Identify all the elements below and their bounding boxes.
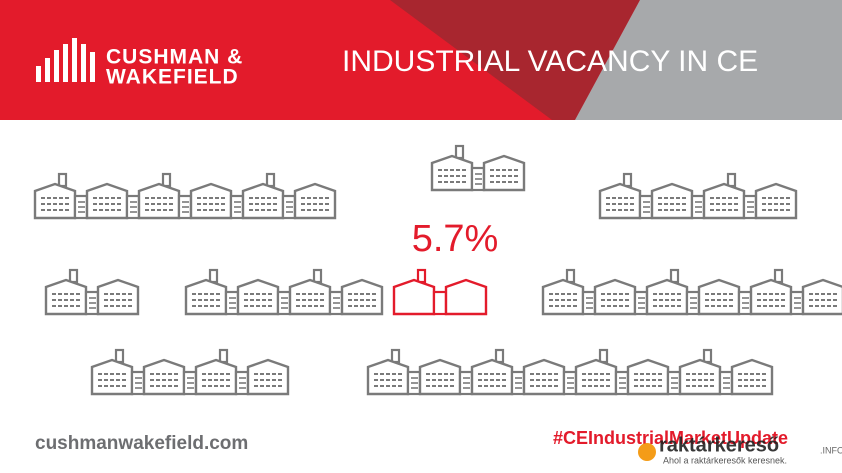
watermark-icon — [638, 443, 656, 461]
factory-part — [470, 358, 514, 396]
factory-icons — [33, 144, 842, 396]
factory-part — [85, 182, 129, 220]
factory-part — [801, 278, 842, 316]
factory-part — [702, 182, 746, 220]
factory-part — [208, 268, 219, 284]
factory-part — [114, 348, 125, 364]
factory-part — [44, 278, 88, 316]
logo-text: WAKEFIELD — [106, 66, 239, 89]
factory-part — [418, 358, 462, 396]
factory-part — [293, 182, 337, 220]
factory-part — [137, 182, 181, 220]
title: INDUSTRIAL VACANCY IN CE — [342, 45, 758, 78]
factory-part — [574, 358, 618, 396]
factory-part — [645, 278, 689, 316]
factory-part — [432, 290, 448, 316]
factory-part — [593, 278, 637, 316]
hashtag: #CEIndustrialMarketUpdate — [553, 428, 788, 448]
factory-part — [312, 268, 323, 284]
factory-part — [241, 182, 285, 220]
watermark: raktárkereső .INFO Ahol a raktárkeresők … — [638, 434, 842, 465]
factory-part — [626, 358, 670, 396]
factory-part — [773, 268, 784, 284]
factory-part — [33, 182, 77, 220]
factory-part — [265, 172, 276, 188]
factory-part — [90, 358, 134, 396]
logo-text: CUSHMAN & — [106, 46, 243, 69]
factory-part — [444, 278, 488, 316]
factory-part — [236, 278, 280, 316]
factory-part — [697, 278, 741, 316]
factory-part — [189, 182, 233, 220]
factory-part — [246, 358, 290, 396]
factory-part — [650, 182, 694, 220]
factory-part — [142, 358, 186, 396]
vacancy-rate: 5.7% — [412, 218, 499, 260]
factory-part — [726, 172, 737, 188]
factory-part — [218, 348, 229, 364]
factory-part — [730, 358, 774, 396]
watermark-suffix: .INFO — [820, 445, 842, 455]
factory-part — [494, 348, 505, 364]
factory-part — [678, 358, 722, 396]
factory-part — [622, 172, 633, 188]
header-gray — [575, 0, 842, 120]
factory-part — [702, 348, 713, 364]
factory-part — [194, 358, 238, 396]
watermark-brand: raktárkereső — [659, 434, 779, 456]
factory-part — [392, 278, 436, 316]
factory-part — [565, 268, 576, 284]
factory-part — [482, 154, 526, 192]
factory-part — [749, 278, 793, 316]
header-accent — [390, 0, 640, 120]
factory-part — [541, 278, 585, 316]
factory-part — [454, 144, 465, 160]
factory-part — [57, 172, 68, 188]
website: cushmanwakefield.com — [35, 433, 248, 454]
factory-part — [430, 154, 474, 192]
factory-part — [96, 278, 140, 316]
factory-part — [522, 358, 566, 396]
factory-part — [161, 172, 172, 188]
factory-part — [390, 348, 401, 364]
factory-part — [288, 278, 332, 316]
factory-part — [366, 358, 410, 396]
factory-part — [598, 182, 642, 220]
factory-part — [669, 268, 680, 284]
factory-part — [416, 268, 427, 284]
factory-part — [598, 348, 609, 364]
factory-part — [340, 278, 384, 316]
factory-part — [754, 182, 798, 220]
factory-part — [68, 268, 79, 284]
factory-part — [184, 278, 228, 316]
logo-mark — [36, 38, 95, 82]
watermark-tagline: Ahol a raktárkeresők keresnek. — [663, 455, 787, 465]
